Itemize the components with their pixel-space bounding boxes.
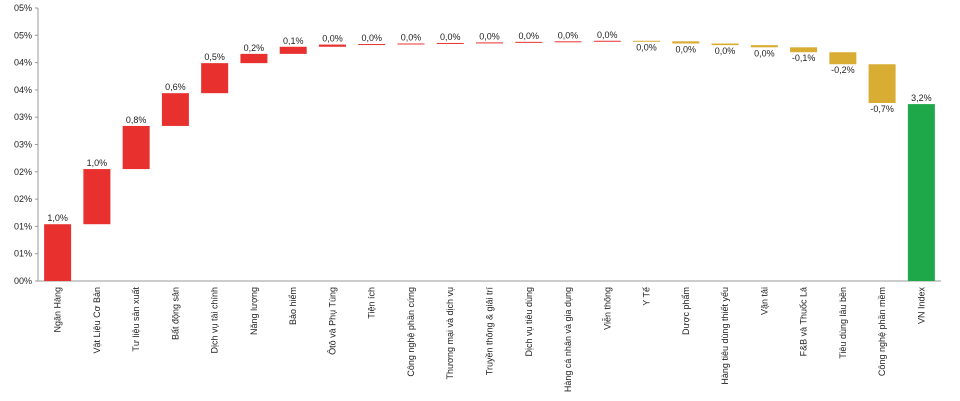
value-label: 0,0%	[440, 32, 461, 42]
value-label: 0,0%	[636, 42, 657, 52]
x-tick-label: Tiện ích	[367, 287, 377, 319]
bar	[672, 41, 700, 44]
bar	[397, 43, 425, 45]
bar	[318, 44, 346, 47]
x-tick-label: Công nghệ phần mềm	[877, 287, 887, 376]
value-label: 1,0%	[87, 158, 108, 168]
bar	[83, 169, 111, 225]
y-tick-label: 01%	[14, 249, 32, 259]
x-tick-label: Ngân Hàng	[53, 287, 63, 333]
bar	[358, 44, 386, 46]
bar	[201, 63, 229, 94]
x-tick-label: Thương mại và dịch vụ	[445, 287, 455, 379]
x-tick-label: Công nghệ phần cứng	[406, 287, 416, 377]
bar	[633, 40, 661, 42]
bar	[161, 93, 189, 126]
x-tick-label: Y Tế	[642, 287, 652, 306]
value-label: 0,0%	[401, 32, 422, 42]
x-tick-label: Vận tải	[759, 287, 769, 315]
value-label: 0,0%	[361, 33, 382, 43]
bar	[829, 52, 857, 65]
value-label: 0,0%	[558, 30, 579, 40]
y-tick-label: 05%	[14, 30, 32, 40]
bar	[240, 53, 268, 64]
x-tick-label: Truyền thông & giải trí	[485, 287, 495, 376]
x-tick-label: Bảo hiểm	[288, 287, 298, 325]
x-tick-label: Tư liệu sản xuất	[131, 287, 141, 352]
value-label: 0,0%	[715, 46, 736, 56]
x-tick-label: Dịch vụ tiêu dùng	[524, 287, 534, 357]
bar	[476, 42, 503, 44]
value-label: -0,1%	[792, 53, 816, 63]
bar	[790, 47, 818, 53]
value-label: 0,6%	[165, 82, 186, 92]
bar	[868, 64, 896, 104]
value-label: -0,7%	[870, 104, 894, 114]
bar	[593, 40, 621, 42]
x-tick-label: Dược phẩm	[681, 287, 691, 335]
bar	[122, 125, 150, 170]
value-label: 1,0%	[47, 213, 68, 223]
value-label: 0,0%	[676, 44, 697, 54]
value-label: -0,2%	[831, 65, 855, 75]
value-label: 3,2%	[911, 93, 932, 103]
bar	[711, 43, 739, 46]
bar	[515, 41, 543, 43]
value-label: 0,5%	[204, 52, 225, 62]
bar	[436, 42, 464, 44]
x-tick-label: Hàng tiêu dùng thiết yếu	[720, 287, 730, 385]
value-label: 0,0%	[322, 34, 343, 44]
x-tick-label: Bất động sản	[170, 287, 180, 340]
y-tick-label: 05%	[14, 3, 32, 13]
bar	[554, 41, 582, 43]
bar	[750, 45, 778, 48]
value-label: 0,1%	[283, 36, 304, 46]
x-tick-label: Vật Liệu Cơ Bản	[92, 287, 102, 353]
y-tick-label: 01%	[14, 221, 32, 231]
bar	[44, 224, 72, 281]
x-tick-label: Viễn thông	[602, 287, 612, 330]
x-tick-label: Ôtô và Phụ Tùng	[327, 287, 337, 355]
x-tick-label: Tiêu dùng lâu bền	[838, 287, 848, 359]
value-label: 0,0%	[479, 31, 500, 41]
x-tick-label: F&B và Thuốc Lá	[799, 287, 809, 356]
bar	[279, 46, 307, 54]
x-tick-label: VN Index	[916, 287, 926, 325]
y-tick-label: 03%	[14, 140, 32, 150]
value-label: 0,0%	[754, 48, 775, 58]
x-tick-label: Dịch vụ tài chính	[210, 287, 220, 354]
bar	[907, 104, 935, 281]
value-label: 0,8%	[126, 115, 147, 125]
y-tick-label: 03%	[14, 112, 32, 122]
value-label: 0,0%	[597, 30, 618, 40]
y-tick-label: 02%	[14, 194, 32, 204]
value-label: 0,2%	[244, 43, 265, 53]
y-tick-label: 04%	[14, 85, 32, 95]
value-label: 0,0%	[519, 31, 540, 41]
x-tick-label: Hàng cá nhân và gia dụng	[563, 287, 573, 392]
y-tick-label: 02%	[14, 167, 32, 177]
y-tick-label: 04%	[14, 58, 32, 68]
y-tick-label: 00%	[14, 276, 32, 286]
x-tick-label: Năng lượng	[249, 287, 259, 335]
